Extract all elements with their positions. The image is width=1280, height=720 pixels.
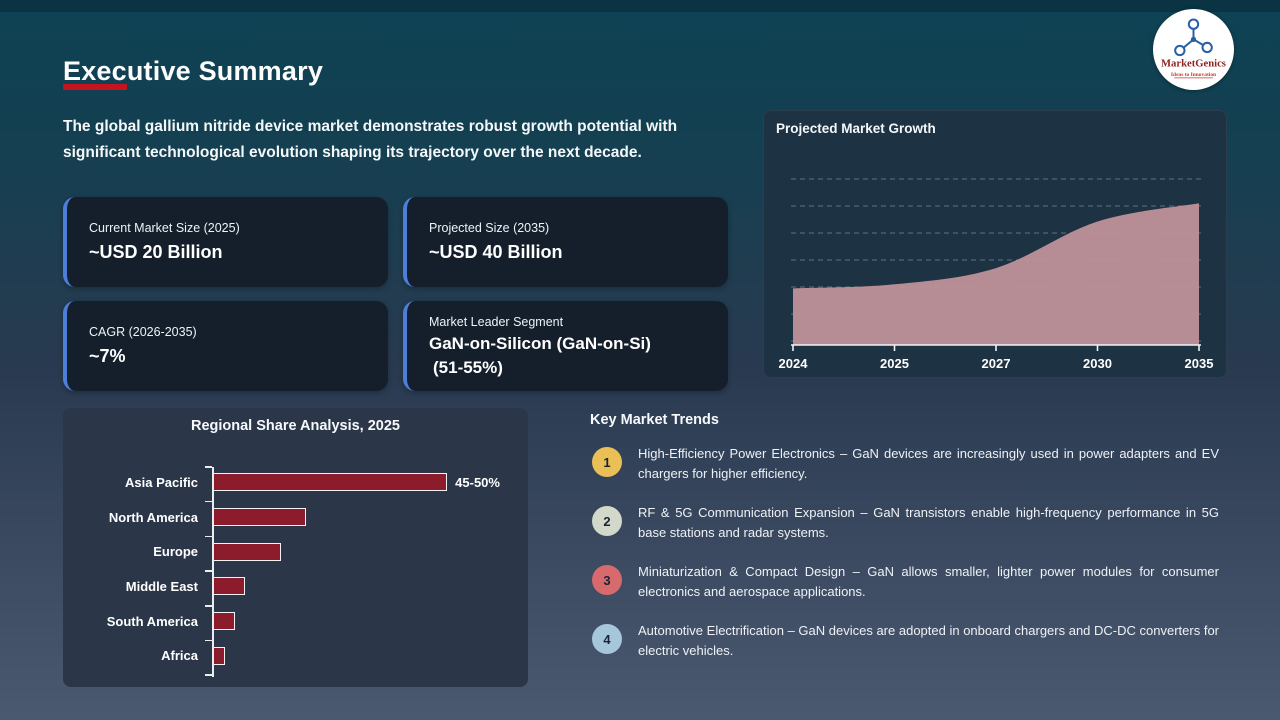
logo: MarketGenics Ideas to Innovation xyxy=(1153,9,1234,90)
stat-card-value: ~USD 40 Billion xyxy=(429,242,563,262)
y-axis-tick xyxy=(205,500,212,503)
y-axis-tick xyxy=(205,535,212,538)
bar-row: Middle East xyxy=(77,569,514,604)
projected-market-growth-panel: Projected Market Growth 2024 2025 2027 2030… xyxy=(763,110,1227,378)
trend-item-1: 1 High-Efficiency Power Electronics – Ga… xyxy=(592,444,1219,483)
logo-graphic: MarketGenics Ideas to Innovation xyxy=(1161,18,1226,79)
stat-card-cagr: CAGR (2026-2035) ~7% xyxy=(63,301,388,391)
bar-row: Asia Pacific 45-50% xyxy=(77,465,514,500)
bar xyxy=(212,473,448,492)
y-axis-tick xyxy=(205,674,212,676)
trend-number-badge: 2 xyxy=(592,506,622,536)
bar-row: Europe xyxy=(77,534,514,569)
trend-item-4: 4 Automotive Electrification – GaN devic… xyxy=(592,621,1219,660)
bar-track xyxy=(212,638,514,673)
stat-card-value: ~USD 20 Billion xyxy=(89,242,223,262)
trend-item-3: 3 Miniaturization & Compact Design – GaN… xyxy=(592,562,1219,601)
trend-text: Miniaturization & Compact Design – GaN a… xyxy=(638,564,1219,599)
trend-item-2: 2 RF & 5G Communication Expansion – GaN … xyxy=(592,503,1219,542)
bar-chart-title: Regional Share Analysis, 2025 xyxy=(190,418,400,434)
bar-row: Africa xyxy=(77,638,514,673)
stat-card-value-line2: (51-55%) xyxy=(433,357,503,377)
y-axis-tick xyxy=(205,639,212,642)
bar-track: 45-50% xyxy=(212,465,514,500)
growth-chart-title: Projected Market Growth xyxy=(776,121,936,136)
top-accent-strip xyxy=(0,0,1280,12)
key-market-trends-heading: Key Market Trends xyxy=(590,412,719,428)
bar-category-label: Africa xyxy=(161,648,198,664)
bar xyxy=(212,508,307,527)
x-axis-label: 2030 xyxy=(1083,356,1112,371)
x-axis-label: 2027 xyxy=(982,356,1011,371)
y-axis-tick xyxy=(205,570,212,572)
trend-number-badge: 3 xyxy=(592,565,622,595)
stat-card-label: Current Market Size (2025) xyxy=(89,221,240,235)
title-underline xyxy=(63,84,127,90)
bar-category-label: South America xyxy=(106,613,198,629)
page-title: Executive Summary xyxy=(63,56,324,87)
bar-chart: Asia Pacific 45-50% North America Europe Mid… xyxy=(77,465,514,677)
bar-track xyxy=(212,534,514,569)
trend-text: High-Efficiency Power Electronics – GaN … xyxy=(638,446,1219,481)
bar-category-label: Europe xyxy=(153,544,198,560)
bar-category-label: North America xyxy=(108,509,198,525)
bar xyxy=(212,612,236,631)
bar xyxy=(212,577,246,596)
y-axis xyxy=(212,467,214,677)
trend-number-badge: 1 xyxy=(592,447,622,477)
y-axis-tick xyxy=(205,605,212,607)
logo-name: MarketGenics xyxy=(1161,59,1226,70)
key-market-trends-list: 1 High-Efficiency Power Electronics – Ga… xyxy=(592,444,1219,680)
bar-track xyxy=(212,604,514,639)
molecule-network-icon xyxy=(1174,18,1213,57)
x-axis-label: 2024 xyxy=(779,356,809,371)
x-axis-label: 2025 xyxy=(880,356,909,371)
bar-category-label: Middle East xyxy=(125,578,198,594)
logo-tagline: Ideas to Innovation xyxy=(1171,72,1216,78)
x-axis-label: 2035 xyxy=(1185,356,1214,371)
stat-card-market-leader-segment: Market Leader Segment GaN-on-Silicon (Ga… xyxy=(403,301,728,391)
stat-card-label: Market Leader Segment xyxy=(429,314,564,329)
bar-track xyxy=(212,569,514,604)
stat-card-projected-size: Projected Size (2035) ~USD 40 Billion xyxy=(403,197,728,287)
y-axis-tick xyxy=(205,466,212,468)
bar-value-label: 45-50% xyxy=(455,474,500,490)
bar xyxy=(212,542,282,561)
regional-share-panel: Regional Share Analysis, 2025 Asia Pacif… xyxy=(63,408,528,687)
trend-text: Automotive Electrification – GaN devices… xyxy=(638,623,1219,658)
stat-card-value: GaN-on-Silicon (GaN-on-Si) xyxy=(429,333,651,353)
intro-text: The global gallium nitride device market… xyxy=(63,114,763,166)
area-chart: 2024 2025 2027 2030 2035 xyxy=(779,178,1214,371)
stat-card-label: CAGR (2026-2035) xyxy=(89,325,197,339)
stat-card-current-market-size: Current Market Size (2025) ~USD 20 Billi… xyxy=(63,197,388,287)
trend-text: RF & 5G Communication Expansion – GaN tr… xyxy=(638,505,1219,540)
bar-row: South America xyxy=(77,604,514,639)
bar-row: North America xyxy=(77,500,514,535)
bar xyxy=(212,646,225,665)
stat-card-label: Projected Size (2035) xyxy=(429,221,550,235)
trend-number-badge: 4 xyxy=(592,624,622,654)
intro-line-1: The global gallium nitride device market… xyxy=(63,118,678,135)
bar-category-label: Asia Pacific xyxy=(125,474,198,490)
area-series xyxy=(793,203,1199,345)
bar-track xyxy=(212,500,514,535)
intro-line-2: significant technological evolution shap… xyxy=(63,144,642,161)
stat-card-value: ~7% xyxy=(89,346,126,366)
